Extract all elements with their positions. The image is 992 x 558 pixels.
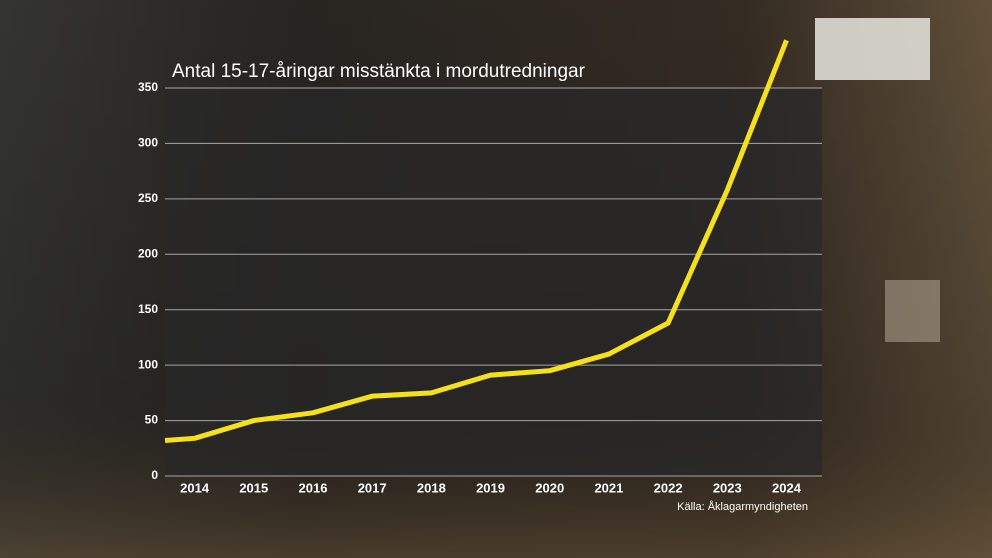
x-tick-label: 2016 xyxy=(299,480,328,495)
x-tick-label: 2022 xyxy=(654,480,683,495)
y-tick-label: 0 xyxy=(151,468,158,482)
ceiling-light xyxy=(815,18,930,80)
chart-title: Antal 15-17-åringar misstänkta i mordutr… xyxy=(172,61,586,82)
x-tick-label: 2020 xyxy=(535,480,564,495)
y-tick-label: 200 xyxy=(138,246,158,260)
x-tick-label: 2017 xyxy=(358,480,387,495)
y-tick-label: 350 xyxy=(138,80,158,94)
x-tick-label: 2015 xyxy=(239,480,268,495)
y-tick-label: 100 xyxy=(138,357,158,371)
y-tick-label: 250 xyxy=(138,191,158,205)
x-tick-label: 2021 xyxy=(594,480,623,495)
y-tick-label: 300 xyxy=(138,136,158,150)
x-tick-label: 2014 xyxy=(180,480,210,495)
y-tick-label: 50 xyxy=(145,413,159,427)
x-tick-label: 2019 xyxy=(476,480,505,495)
x-tick-label: 2023 xyxy=(713,480,742,495)
plot-area xyxy=(165,88,822,476)
source-note: Källa: Åklagarmyndigheten xyxy=(677,500,808,513)
data-line xyxy=(164,39,789,444)
x-tick-label: 2018 xyxy=(417,480,446,495)
x-tick-label: 2024 xyxy=(772,480,802,495)
wall-poster xyxy=(885,280,940,342)
y-tick-label: 150 xyxy=(138,302,158,316)
